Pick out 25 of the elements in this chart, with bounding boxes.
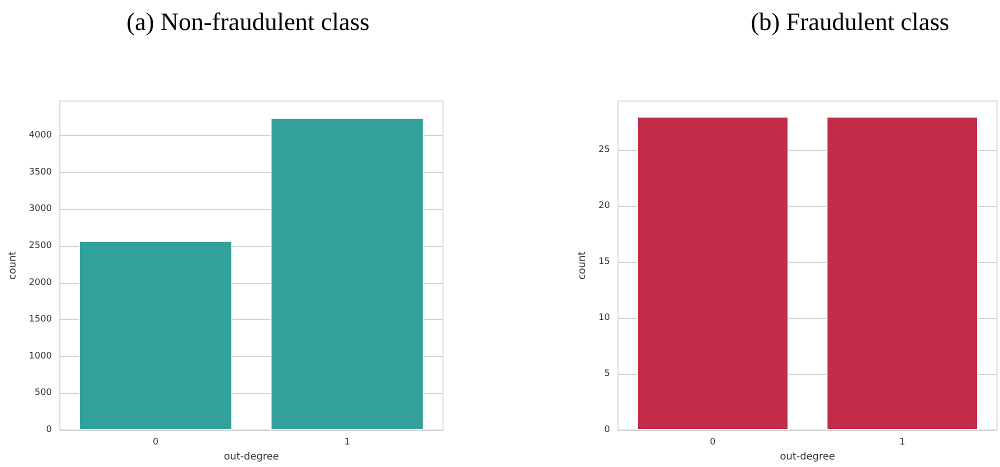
y-tick-label: 1000 — [28, 351, 52, 362]
y-tick-label: 3000 — [28, 204, 52, 214]
y-tick-label: 3500 — [28, 167, 52, 178]
x-axis-title: out-degree — [780, 452, 836, 462]
y-tick-label: 1500 — [28, 314, 52, 325]
y-tick-label: 10 — [598, 313, 610, 324]
x-tick-label: 1 — [344, 438, 350, 448]
y-tick-label: 25 — [598, 145, 610, 156]
chart-title: (b) Fraudulent class — [750, 9, 950, 36]
y-tick-label: 2000 — [28, 278, 52, 288]
y-tick-label: 500 — [34, 388, 52, 398]
y-tick-label: 15 — [598, 257, 610, 268]
y-tick-label: 0 — [604, 425, 610, 435]
x-axis-title: out-degree — [224, 452, 279, 462]
y-tick-label: 20 — [598, 201, 610, 212]
x-tick-label: 0 — [152, 438, 159, 448]
y-tick-label: 2500 — [28, 240, 52, 251]
y-tick-label: 4000 — [28, 130, 52, 141]
y-tick-label: 0 — [46, 425, 52, 435]
x-tick-label: 1 — [899, 438, 906, 448]
x-tick-label: 0 — [710, 438, 716, 448]
y-axis-title: count — [8, 251, 18, 280]
y-axis-title: count — [577, 251, 588, 280]
y-tick-label: 5 — [604, 369, 610, 380]
chart-title: (a) Non-fraudulent class — [126, 9, 370, 36]
